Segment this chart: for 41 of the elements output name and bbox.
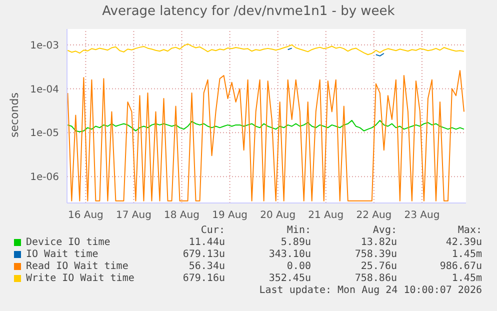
legend-label: Read IO Wait time <box>26 261 128 272</box>
x-tick-label: 22 Aug <box>356 210 392 222</box>
y-tick-label: 1e-03 <box>30 40 59 52</box>
text: Last update: Mon Aug 24 10:00:07 2026 <box>259 285 482 296</box>
text: 986.67u <box>440 261 482 272</box>
text: Max: <box>458 225 482 236</box>
legend-label: Device IO time <box>26 237 110 248</box>
text: 352.45u <box>268 273 311 284</box>
text: 56.34u <box>188 261 225 272</box>
y-tick-label: 1e-05 <box>30 128 59 140</box>
legend-label: Write IO Wait time <box>26 273 134 284</box>
x-tick-label: 20 Aug <box>260 210 296 222</box>
y-axis-title: seconds <box>8 92 22 140</box>
text: 1.45m <box>452 273 482 284</box>
y-tick-label: 1e-06 <box>30 172 59 184</box>
text: 343.10u <box>268 249 311 260</box>
x-tick-label: 23 Aug <box>404 210 440 222</box>
text: 679.16u <box>182 273 225 284</box>
text: 5.89u <box>280 237 311 248</box>
text: 25.76u <box>360 261 397 272</box>
x-tick-label: 17 Aug <box>116 210 152 222</box>
x-tick-label: 19 Aug <box>212 210 248 222</box>
x-tick-label: 21 Aug <box>308 210 344 222</box>
text: 42.39u <box>446 237 482 248</box>
text: Min: <box>286 225 311 236</box>
text: Cur: <box>200 225 225 236</box>
text: 11.44u <box>188 237 225 248</box>
text: 0.00 <box>286 261 311 272</box>
text: 679.13u <box>182 249 225 260</box>
y-tick-label: 1e-04 <box>30 84 59 96</box>
chart-title: Average latency for /dev/nvme1n1 - by week <box>101 4 396 19</box>
line-series <box>67 43 464 56</box>
text: 1.45m <box>452 249 482 260</box>
x-tick-label: 18 Aug <box>164 210 200 222</box>
text: 13.82u <box>360 237 397 248</box>
text: Avg: <box>372 225 397 236</box>
text: 758.39u <box>354 249 397 260</box>
x-tick-label: 16 Aug <box>68 210 104 222</box>
text: 758.86u <box>354 273 397 284</box>
line-series <box>67 120 464 132</box>
legend-label: IO Wait time <box>26 249 98 260</box>
